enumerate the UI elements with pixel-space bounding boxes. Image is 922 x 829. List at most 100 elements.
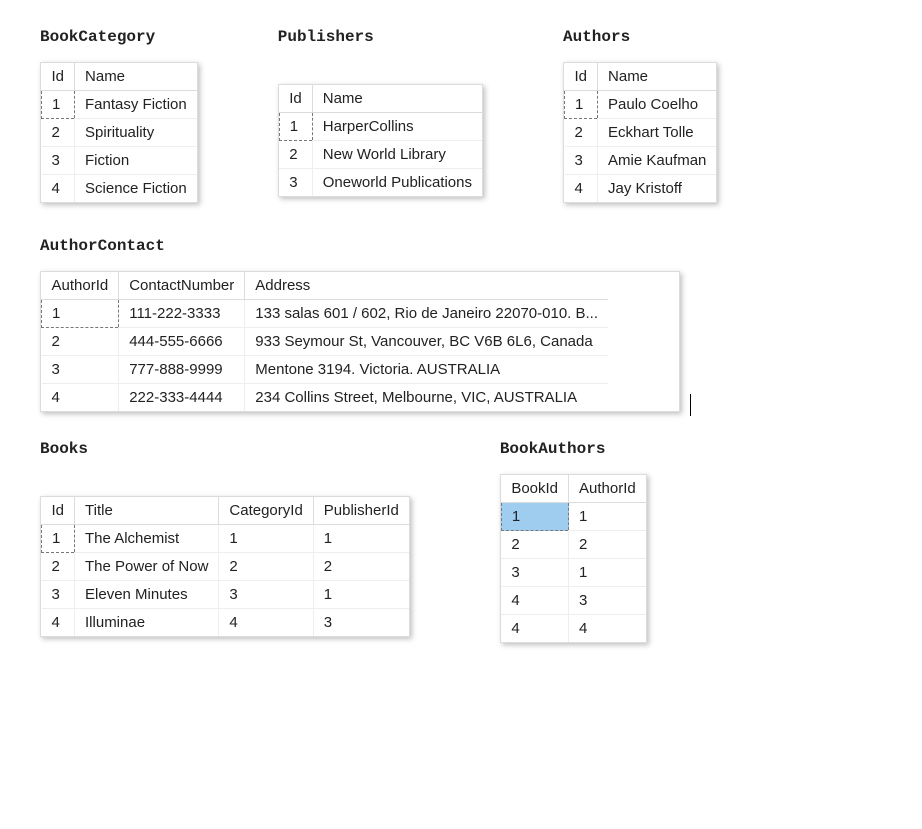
cell-id[interactable]: 1 xyxy=(42,91,75,119)
cell-publisherid[interactable]: 2 xyxy=(313,553,409,581)
col-address[interactable]: Address xyxy=(245,272,608,300)
cell-authorid[interactable]: 2 xyxy=(42,328,119,356)
cell-authorid[interactable]: 1 xyxy=(569,559,646,587)
cell-id[interactable]: 3 xyxy=(565,147,598,175)
cell-authorid[interactable]: 2 xyxy=(569,531,646,559)
cell-name[interactable]: Science Fiction xyxy=(75,175,197,203)
cell-authorid[interactable]: 4 xyxy=(42,384,119,412)
table-row[interactable]: 1 Fantasy Fiction xyxy=(42,91,197,119)
cell-address[interactable]: 234 Collins Street, Melbourne, VIC, AUST… xyxy=(245,384,608,412)
cell-id[interactable]: 1 xyxy=(279,113,312,141)
cell-name[interactable]: Fiction xyxy=(75,147,197,175)
table-row[interactable]: 3 Eleven Minutes 3 1 xyxy=(42,581,409,609)
cell-name[interactable]: New World Library xyxy=(312,141,482,169)
col-categoryid[interactable]: CategoryId xyxy=(219,497,313,525)
bookcategory-grid[interactable]: Id Name 1 Fantasy Fiction 2 Spirituality… xyxy=(40,62,198,203)
col-name[interactable]: Name xyxy=(312,85,482,113)
col-id[interactable]: Id xyxy=(279,85,312,113)
table-row[interactable]: 3 Oneworld Publications xyxy=(279,169,482,197)
cell-bookid[interactable]: 1 xyxy=(501,503,568,531)
table-row[interactable]: 3 1 xyxy=(501,559,645,587)
cell-contactnumber[interactable]: 777-888-9999 xyxy=(119,356,245,384)
col-id[interactable]: Id xyxy=(42,497,75,525)
cell-authorid[interactable]: 1 xyxy=(42,300,119,328)
cell-authorid[interactable]: 3 xyxy=(569,587,646,615)
authorcontact-grid[interactable]: AuthorId ContactNumber Address 1 111-222… xyxy=(40,271,680,412)
cell-categoryid[interactable]: 4 xyxy=(219,609,313,637)
cell-address[interactable]: 933 Seymour St, Vancouver, BC V6B 6L6, C… xyxy=(245,328,608,356)
table-row[interactable]: 1 The Alchemist 1 1 xyxy=(42,525,409,553)
publishers-grid[interactable]: Id Name 1 HarperCollins 2 New World Libr… xyxy=(278,84,483,197)
cell-name[interactable]: Fantasy Fiction xyxy=(75,91,197,119)
cell-publisherid[interactable]: 1 xyxy=(313,525,409,553)
table-row[interactable]: 2 New World Library xyxy=(279,141,482,169)
table-row[interactable]: 4 Science Fiction xyxy=(42,175,197,203)
cell-id[interactable]: 3 xyxy=(279,169,312,197)
cell-address[interactable]: Mentone 3194. Victoria. AUSTRALIA xyxy=(245,356,608,384)
col-name[interactable]: Name xyxy=(75,63,197,91)
cell-title[interactable]: Eleven Minutes xyxy=(75,581,219,609)
cell-id[interactable]: 2 xyxy=(42,553,75,581)
table-row[interactable]: 3 Amie Kaufman xyxy=(565,147,717,175)
table-row[interactable]: 1 HarperCollins xyxy=(279,113,482,141)
table-row[interactable]: 4 Jay Kristoff xyxy=(565,175,717,203)
cell-bookid[interactable]: 4 xyxy=(501,587,568,615)
cell-id[interactable]: 4 xyxy=(42,609,75,637)
cell-id[interactable]: 2 xyxy=(279,141,312,169)
cell-publisherid[interactable]: 1 xyxy=(313,581,409,609)
table-row[interactable]: 4 Illuminae 4 3 xyxy=(42,609,409,637)
col-id[interactable]: Id xyxy=(565,63,598,91)
table-row[interactable]: 4 3 xyxy=(501,587,645,615)
cell-contactnumber[interactable]: 444-555-6666 xyxy=(119,328,245,356)
col-bookid[interactable]: BookId xyxy=(501,475,568,503)
cell-authorid[interactable]: 4 xyxy=(569,615,646,643)
cell-id[interactable]: 2 xyxy=(565,119,598,147)
cell-title[interactable]: The Power of Now xyxy=(75,553,219,581)
table-row[interactable]: 2 Spirituality xyxy=(42,119,197,147)
cell-id[interactable]: 4 xyxy=(42,175,75,203)
col-id[interactable]: Id xyxy=(42,63,75,91)
cell-name[interactable]: HarperCollins xyxy=(312,113,482,141)
authors-grid[interactable]: Id Name 1 Paulo Coelho 2 Eckhart Tolle 3… xyxy=(563,62,717,203)
cell-authorid[interactable]: 3 xyxy=(42,356,119,384)
cell-name[interactable]: Amie Kaufman xyxy=(598,147,717,175)
cell-name[interactable]: Jay Kristoff xyxy=(598,175,717,203)
cell-name[interactable]: Paulo Coelho xyxy=(598,91,717,119)
cell-id[interactable]: 2 xyxy=(42,119,75,147)
cell-bookid[interactable]: 3 xyxy=(501,559,568,587)
cell-bookid[interactable]: 2 xyxy=(501,531,568,559)
cell-id[interactable]: 4 xyxy=(565,175,598,203)
table-row[interactable]: 3 777-888-9999 Mentone 3194. Victoria. A… xyxy=(42,356,609,384)
cell-id[interactable]: 1 xyxy=(565,91,598,119)
cell-contactnumber[interactable]: 222-333-4444 xyxy=(119,384,245,412)
bookauthors-grid[interactable]: BookId AuthorId 1 1 2 2 3 1 4 3 xyxy=(500,474,647,643)
table-row[interactable]: 2 The Power of Now 2 2 xyxy=(42,553,409,581)
cell-categoryid[interactable]: 3 xyxy=(219,581,313,609)
cell-id[interactable]: 1 xyxy=(42,525,75,553)
table-row[interactable]: 4 222-333-4444 234 Collins Street, Melbo… xyxy=(42,384,609,412)
cell-contactnumber[interactable]: 111-222-3333 xyxy=(119,300,245,328)
table-row[interactable]: 1 111-222-3333 133 salas 601 / 602, Rio … xyxy=(42,300,609,328)
col-authorid[interactable]: AuthorId xyxy=(42,272,119,300)
table-row[interactable]: 2 2 xyxy=(501,531,645,559)
cell-address[interactable]: 133 salas 601 / 602, Rio de Janeiro 2207… xyxy=(245,300,608,328)
table-row[interactable]: 1 1 xyxy=(501,503,645,531)
cell-id[interactable]: 3 xyxy=(42,581,75,609)
cell-publisherid[interactable]: 3 xyxy=(313,609,409,637)
table-row[interactable]: 2 Eckhart Tolle xyxy=(565,119,717,147)
col-publisherid[interactable]: PublisherId xyxy=(313,497,409,525)
col-title[interactable]: Title xyxy=(75,497,219,525)
col-authorid[interactable]: AuthorId xyxy=(569,475,646,503)
table-row[interactable]: 3 Fiction xyxy=(42,147,197,175)
table-row[interactable]: 4 4 xyxy=(501,615,645,643)
cell-authorid[interactable]: 1 xyxy=(569,503,646,531)
cell-name[interactable]: Oneworld Publications xyxy=(312,169,482,197)
col-contactnumber[interactable]: ContactNumber xyxy=(119,272,245,300)
cell-title[interactable]: Illuminae xyxy=(75,609,219,637)
cell-name[interactable]: Eckhart Tolle xyxy=(598,119,717,147)
cell-id[interactable]: 3 xyxy=(42,147,75,175)
cell-name[interactable]: Spirituality xyxy=(75,119,197,147)
table-row[interactable]: 2 444-555-6666 933 Seymour St, Vancouver… xyxy=(42,328,609,356)
cell-categoryid[interactable]: 2 xyxy=(219,553,313,581)
cell-title[interactable]: The Alchemist xyxy=(75,525,219,553)
